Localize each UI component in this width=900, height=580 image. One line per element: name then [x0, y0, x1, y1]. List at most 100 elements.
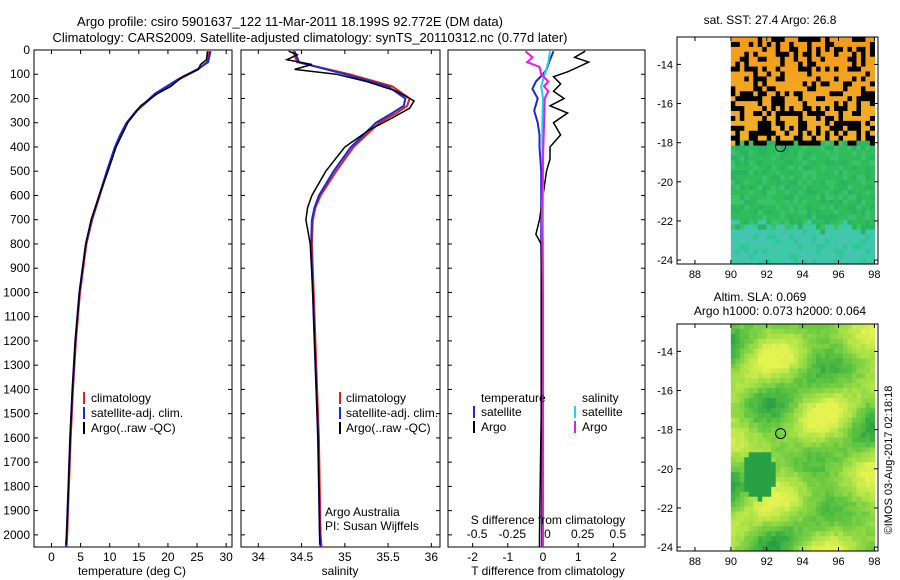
- heatmap-cell: [771, 61, 777, 68]
- heatmap-cell: [798, 170, 804, 176]
- heatmap-cell: [811, 368, 817, 374]
- heatmap-cell: [766, 125, 772, 132]
- heatmap-cell: [869, 130, 876, 137]
- heatmap-cell: [838, 393, 844, 399]
- heatmap-cell: [820, 76, 826, 83]
- depth-tick-label: 1000: [3, 285, 30, 299]
- heatmap-cell: [843, 467, 849, 473]
- heatmap-cell: [811, 481, 817, 488]
- heatmap-cell: [847, 86, 853, 92]
- heatmap-cell: [838, 467, 844, 473]
- heatmap-cell: [802, 383, 808, 389]
- heatmap-cell: [744, 91, 750, 97]
- heatmap-cell: [829, 106, 835, 112]
- heatmap-cell: [775, 501, 781, 508]
- heatmap-cell: [753, 531, 759, 537]
- heatmap-cell: [735, 432, 741, 439]
- heatmap-cell: [869, 536, 876, 542]
- heatmap-cell: [856, 234, 862, 240]
- heatmap-cell: [811, 412, 817, 419]
- heatmap-cell: [834, 135, 840, 142]
- heatmap-cell: [811, 353, 817, 360]
- heatmap-cell: [789, 516, 795, 522]
- heatmap-cell: [766, 46, 772, 53]
- heatmap-cell: [730, 51, 736, 58]
- heatmap-cell: [753, 358, 759, 365]
- lon-tick-label: 88: [689, 269, 701, 281]
- heatmap-cell: [851, 180, 858, 186]
- heatmap-cell: [843, 343, 849, 350]
- heatmap-cell: [798, 224, 804, 231]
- heatmap-cell: [739, 368, 745, 374]
- heatmap-cell: [856, 338, 862, 345]
- heatmap-cell: [847, 175, 853, 181]
- heatmap-cell: [730, 467, 736, 473]
- heatmap-cell: [816, 229, 822, 235]
- heatmap-cell: [847, 160, 853, 166]
- heatmap-cell: [775, 442, 781, 448]
- heatmap-cell: [753, 373, 759, 379]
- heatmap-cell: [865, 333, 871, 340]
- heatmap-cell: [829, 239, 835, 245]
- heatmap-cell: [865, 447, 871, 453]
- heatmap-cell: [771, 373, 777, 379]
- heatmap-cell: [860, 338, 867, 345]
- heatmap-cell: [753, 91, 759, 97]
- heatmap-cell: [807, 333, 813, 340]
- heatmap-cell: [869, 412, 876, 419]
- heatmap-cell: [771, 432, 777, 439]
- depth-tick-label: 700: [10, 213, 30, 227]
- heatmap-cell: [869, 185, 876, 191]
- heatmap-cell: [784, 398, 790, 404]
- heatmap-cell: [753, 41, 759, 48]
- heatmap-cell: [753, 76, 759, 83]
- heatmap-cell: [847, 199, 853, 206]
- heatmap-cell: [860, 106, 867, 112]
- heatmap-cell: [753, 234, 759, 240]
- annotation-argo-australia: Argo Australia: [325, 505, 400, 519]
- heatmap-cell: [757, 486, 763, 493]
- heatmap-cell: [775, 402, 781, 409]
- heatmap-cell: [847, 432, 853, 439]
- heatmap-cell: [834, 373, 840, 379]
- heatmap-cell: [851, 61, 858, 68]
- heatmap-cell: [811, 214, 817, 221]
- heatmap-cell: [860, 481, 867, 488]
- heatmap-cell: [757, 368, 763, 374]
- heatmap-cell: [762, 66, 768, 73]
- s-tick-label: 0: [544, 527, 551, 541]
- heatmap-cell: [757, 150, 763, 157]
- heatmap-cell: [744, 145, 750, 152]
- heatmap-cell: [820, 71, 826, 78]
- heatmap-cell: [869, 486, 876, 493]
- heatmap-cell: [851, 81, 858, 87]
- heatmap-cell: [807, 412, 813, 419]
- heatmap-cell: [775, 472, 781, 478]
- heatmap-cell: [739, 175, 745, 181]
- heatmap-cell: [784, 106, 790, 112]
- heatmap-cell: [789, 239, 795, 245]
- heatmap-cell: [798, 244, 804, 250]
- heatmap-cell: [744, 150, 750, 157]
- heatmap-cell: [780, 393, 786, 399]
- heatmap-cell: [865, 155, 871, 161]
- heatmap-cell: [766, 348, 772, 355]
- heatmap-cell: [798, 204, 804, 211]
- heatmap-cell: [793, 476, 799, 483]
- heatmap-cell: [766, 363, 772, 370]
- heatmap-cell: [735, 209, 741, 216]
- heatmap-cell: [775, 194, 781, 201]
- heatmap-cell: [762, 160, 768, 166]
- lon-tick-label: 94: [797, 269, 809, 281]
- heatmap-cell: [766, 486, 772, 493]
- heatmap-cell: [856, 204, 862, 211]
- heatmap-cell: [843, 491, 849, 498]
- heatmap-cell: [807, 536, 813, 542]
- heatmap-cell: [753, 86, 759, 92]
- heatmap-cell: [735, 437, 741, 444]
- heatmap-cell: [775, 41, 781, 48]
- heatmap-cell: [775, 199, 781, 206]
- heatmap-cell: [730, 541, 736, 547]
- heatmap-cell: [739, 194, 745, 201]
- heatmap-cell: [780, 412, 786, 419]
